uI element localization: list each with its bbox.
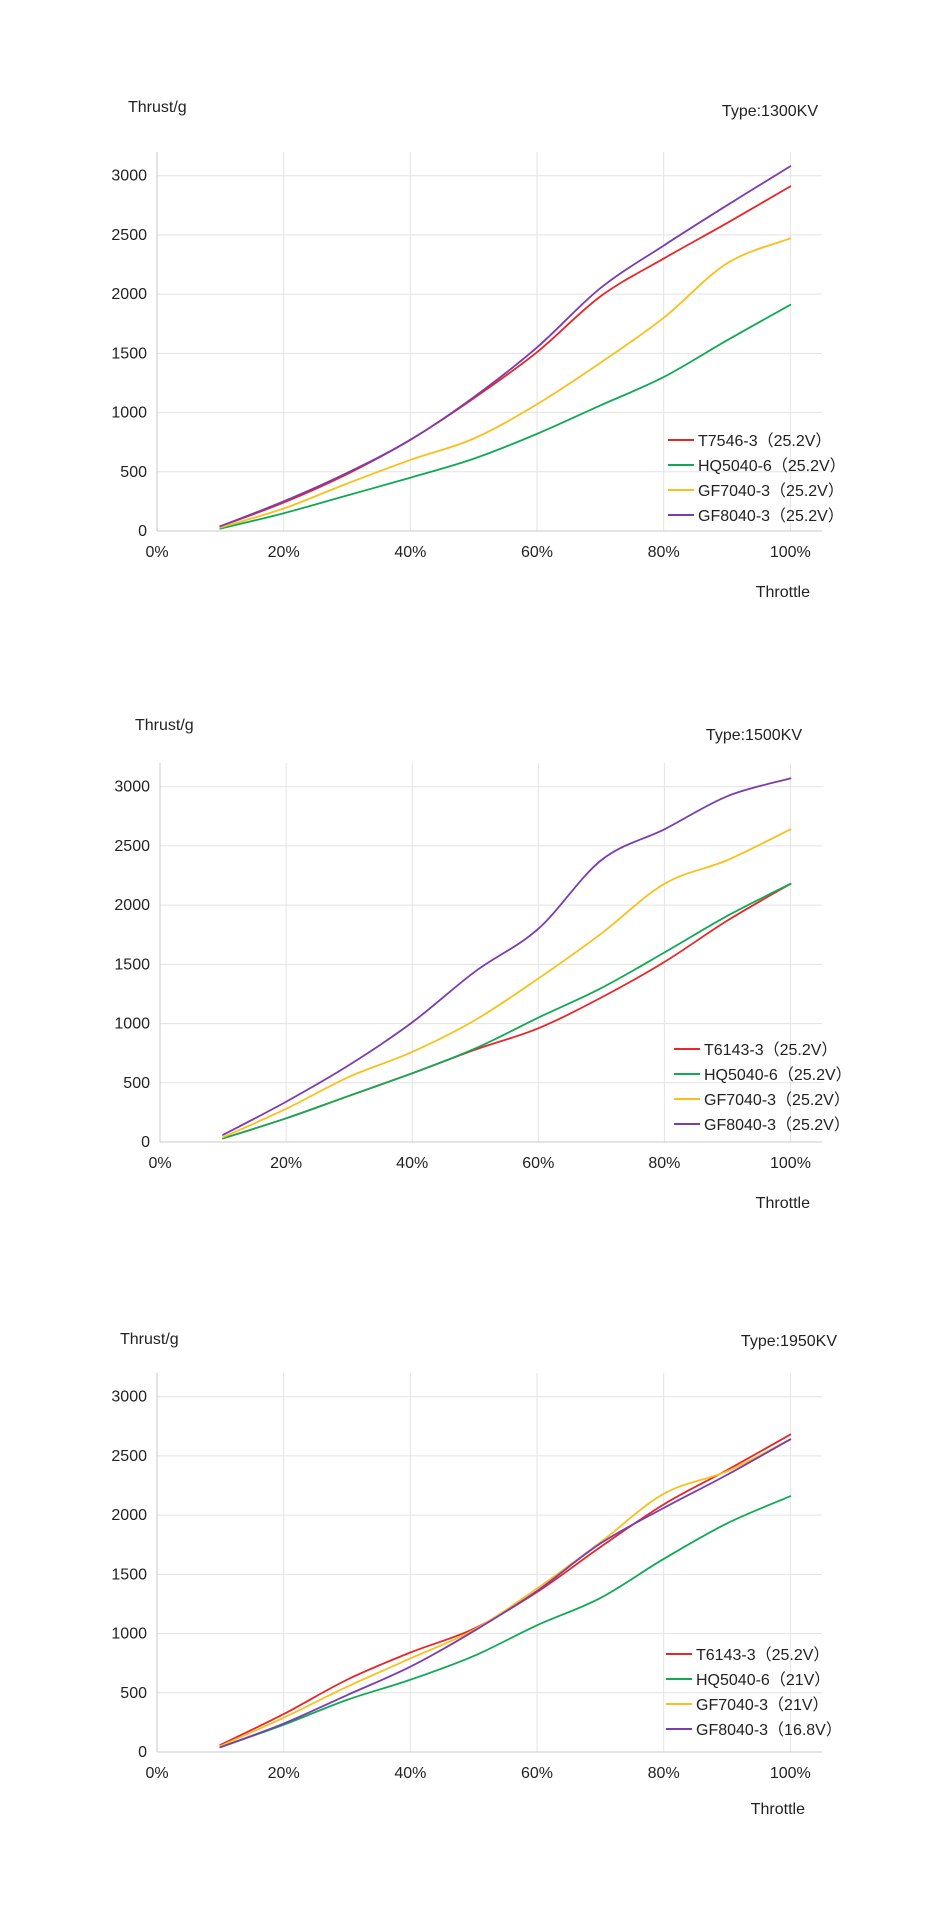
legend-label: T6143-3（25.2V） bbox=[704, 1041, 837, 1059]
x-tick-label: 40% bbox=[394, 544, 426, 561]
legend: T7546-3（25.2V） HQ5040-6（25.2V） GF7040-3（25… bbox=[668, 432, 846, 525]
y-tick-label: 500 bbox=[120, 1685, 147, 1702]
x-tick-label: 20% bbox=[268, 544, 300, 561]
y-tick-label: 500 bbox=[120, 464, 147, 481]
x-tick-label: 60% bbox=[521, 544, 553, 561]
y-tick-label: 2500 bbox=[111, 1448, 147, 1465]
series-line-2 bbox=[219, 303, 792, 530]
y-tick-label: 2000 bbox=[111, 1507, 147, 1524]
y-tick-label: 1000 bbox=[111, 1626, 147, 1643]
x-tick-label: 20% bbox=[270, 1155, 302, 1172]
legend-label: T6143-3（25.2V） bbox=[696, 1646, 829, 1664]
y-tick-label: 1000 bbox=[114, 1016, 150, 1033]
legend-label: GF7040-3（21V） bbox=[696, 1696, 829, 1714]
y-tick-label: 2000 bbox=[114, 897, 150, 914]
legend-label: HQ5040-6（25.2V） bbox=[698, 457, 846, 475]
x-tick-label: 60% bbox=[521, 1765, 553, 1782]
legend: T6143-3（25.2V） HQ5040-6（25.2V） GF7040-3（25… bbox=[674, 1041, 852, 1134]
motor-type-label: Type:1300KV bbox=[722, 103, 818, 120]
chart-1500kv: 0 500 1000 1500 2000 2500 3000 0% 20% 40% 60% 80% 10… bbox=[114, 717, 852, 1212]
series-lines bbox=[219, 1433, 792, 1749]
series-lines bbox=[219, 165, 792, 530]
legend: T6143-3（25.2V） HQ5040-6（21V） GF7040-3（21V）… bbox=[666, 1646, 842, 1739]
y-tick-label: 3000 bbox=[114, 779, 150, 796]
series-lines bbox=[222, 777, 792, 1140]
grid bbox=[157, 1373, 822, 1752]
x-tick-label: 40% bbox=[396, 1155, 428, 1172]
y-tick-label: 3000 bbox=[111, 1389, 147, 1406]
y-axis-label: Thrust/g bbox=[120, 1331, 179, 1348]
y-tick-label: 0 bbox=[141, 1134, 150, 1151]
y-tick-label: 3000 bbox=[111, 168, 147, 185]
x-tick-label: 0% bbox=[148, 1155, 171, 1172]
motor-type-label: Type:1500KV bbox=[706, 727, 802, 744]
series-line-1 bbox=[219, 185, 792, 528]
x-tick-label: 80% bbox=[648, 544, 680, 561]
series-line-3 bbox=[219, 237, 792, 529]
x-tick-label: 20% bbox=[268, 1765, 300, 1782]
legend-label: GF7040-3（25.2V） bbox=[704, 1091, 850, 1109]
legend-label: GF8040-3（16.8V） bbox=[696, 1721, 842, 1739]
x-tick-label: 100% bbox=[770, 544, 811, 561]
x-tick-label: 60% bbox=[522, 1155, 554, 1172]
y-tick-label: 2500 bbox=[111, 227, 147, 244]
x-tick-label: 80% bbox=[648, 1765, 680, 1782]
y-tick-label: 1500 bbox=[111, 1566, 147, 1583]
grid bbox=[157, 152, 822, 531]
y-tick-label: 2000 bbox=[111, 286, 147, 303]
motor-type-label: Type:1950KV bbox=[741, 1333, 837, 1350]
legend-label: GF7040-3（25.2V） bbox=[698, 482, 844, 500]
series-line-4 bbox=[219, 1438, 792, 1749]
series-line-3 bbox=[222, 828, 792, 1139]
y-axis-label: Thrust/g bbox=[128, 99, 187, 116]
x-tick-label: 100% bbox=[770, 1765, 811, 1782]
chart-1950kv: 0 500 1000 1500 2000 2500 3000 0% 20% 40% 60% 80% 10… bbox=[111, 1331, 842, 1818]
x-tick-label: 80% bbox=[648, 1155, 680, 1172]
y-tick-label: 1000 bbox=[111, 405, 147, 422]
legend-label: GF8040-3（25.2V） bbox=[704, 1116, 850, 1134]
x-axis-label: Throttle bbox=[756, 1195, 810, 1212]
x-tick-label: 100% bbox=[770, 1155, 811, 1172]
series-line-2 bbox=[219, 1495, 792, 1749]
legend-label: HQ5040-6（21V） bbox=[696, 1671, 830, 1689]
x-tick-label: 40% bbox=[394, 1765, 426, 1782]
y-tick-label: 0 bbox=[138, 523, 147, 540]
chart-1300kv: 0 500 1000 1500 2000 2500 3000 0% 20% 40% 60% 80% 10… bbox=[111, 99, 846, 601]
y-tick-label: 1500 bbox=[111, 345, 147, 362]
series-line-4 bbox=[219, 165, 792, 528]
grid bbox=[160, 763, 822, 1142]
y-axis-label: Thrust/g bbox=[135, 717, 194, 734]
y-tick-label: 500 bbox=[123, 1075, 150, 1092]
series-line-4 bbox=[222, 777, 792, 1136]
y-tick-label: 2500 bbox=[114, 838, 150, 855]
x-axis-label: Throttle bbox=[751, 1801, 805, 1818]
x-tick-label: 0% bbox=[145, 1765, 168, 1782]
series-line-3 bbox=[219, 1438, 792, 1747]
x-tick-label: 0% bbox=[145, 544, 168, 561]
x-axis-label: Throttle bbox=[756, 584, 810, 601]
legend-label: HQ5040-6（25.2V） bbox=[704, 1066, 852, 1084]
legend-label: GF8040-3（25.2V） bbox=[698, 507, 844, 525]
y-tick-label: 0 bbox=[138, 1744, 147, 1761]
legend-label: T7546-3（25.2V） bbox=[698, 432, 831, 450]
y-tick-label: 1500 bbox=[114, 956, 150, 973]
series-line-2 bbox=[222, 882, 792, 1140]
